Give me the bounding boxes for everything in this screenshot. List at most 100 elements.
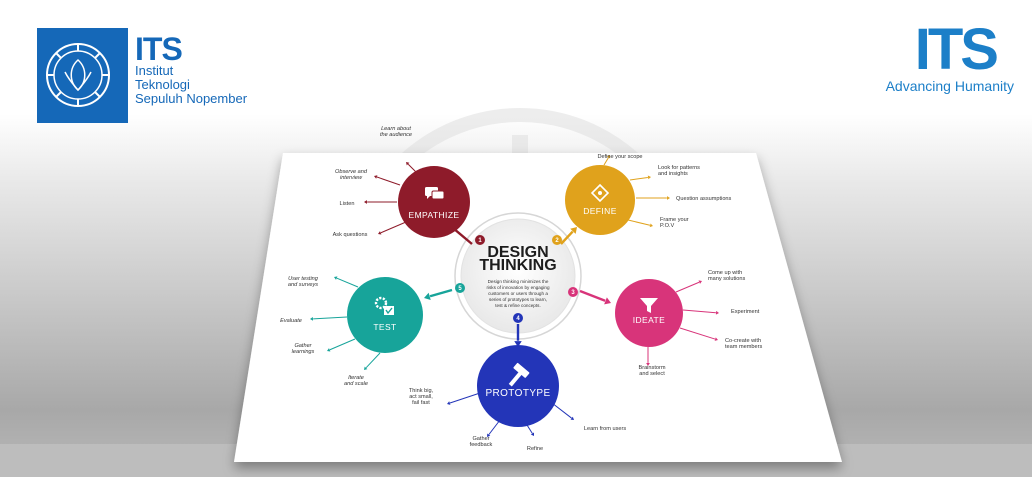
center-body-2: risks of innovation by engaging (486, 285, 550, 290)
seal-emblem-icon (46, 43, 110, 107)
item-arrow-test-0 (334, 276, 359, 288)
logo-line-3: Sepuluh Nopember (135, 91, 248, 106)
gear-checklist-icon (374, 296, 394, 315)
item-arrow-empathize-1 (374, 175, 401, 186)
label-define: DEFINE (583, 206, 617, 216)
item-test-2-line-0: Gather (294, 343, 312, 349)
its-seal-logo (37, 28, 128, 123)
item-test-3-line-1: and scale (344, 381, 368, 387)
its-big-name: ITS (914, 17, 999, 82)
step-number-empathize: 1 (475, 235, 485, 245)
main-arrow-prototype (514, 324, 522, 347)
label-prototype: PROTOTYPE (485, 388, 550, 399)
main-arrow-test (424, 288, 453, 300)
item-define-0-line-0: Define your scope (597, 154, 642, 160)
main-arrow-ideate (579, 289, 611, 305)
circle-ideate (615, 279, 683, 347)
label-empathize: EMPATHIZE (409, 210, 460, 220)
item-test-1-line-0: Evaluate (280, 318, 302, 324)
item-prototype-0-line-1: act small, (409, 394, 433, 400)
step-number-define: 2 (552, 235, 562, 245)
item-arrow-test-3 (364, 352, 381, 370)
item-ideate-1-line-0: Experiment (731, 309, 760, 315)
item-arrow-empathize-3 (378, 221, 407, 235)
logo-line-2: Teknologi (135, 77, 190, 92)
item-define-1-line-1: and insights (658, 171, 688, 177)
item-test-3-line-0: Iterate (348, 375, 364, 381)
item-arrow-define-3 (627, 219, 653, 228)
item-arrow-ideate-3 (646, 347, 650, 366)
item-prototype-1-line-1: feedback (470, 442, 493, 448)
item-empathize-3-line-0: Ask questions (333, 232, 368, 238)
item-test-0-line-0: User testing (288, 276, 319, 282)
its-advancing-logo: ITS Advancing Humanity (868, 17, 1014, 95)
item-arrow-prototype-0 (447, 392, 481, 405)
item-empathize-2-line-0: Listen (340, 201, 355, 207)
item-empathize-1-line-0: Observe and (335, 169, 368, 175)
stage-prototype: 4 PROTOTYPE Think big,act small,fail fast G… (409, 313, 626, 452)
step-number-text: 4 (516, 316, 520, 322)
item-arrow-empathize-2 (364, 200, 397, 204)
item-define-2-line-0: Question assumptions (676, 196, 732, 202)
item-arrow-test-2 (327, 338, 356, 352)
item-test-0-line-1: and surveys (288, 282, 318, 288)
item-prototype-0-line-0: Think big, (409, 388, 434, 394)
item-arrow-define-0 (603, 155, 611, 166)
step-number-ideate: 3 (568, 287, 578, 297)
item-define-3-line-0: Frame your (660, 217, 689, 223)
item-arrow-prototype-3 (551, 402, 574, 420)
item-ideate-0-line-1: many solutions (708, 276, 746, 282)
logo-line-1: Institut (135, 63, 174, 78)
item-prototype-2-line-0: Refine (527, 446, 543, 452)
step-number-test: 5 (455, 283, 465, 293)
center-body-4: series of prototypes to learn, (489, 297, 547, 302)
item-prototype-1-line-0: Gather (472, 436, 489, 442)
item-arrow-prototype-1 (487, 419, 501, 437)
item-define-1-line-0: Look for patterns (658, 165, 700, 171)
diamond-target-icon (590, 183, 610, 203)
item-ideate-0-line-0: Come up with (708, 270, 742, 276)
item-ideate-3-line-1: and select (639, 371, 665, 377)
step-number-text: 5 (458, 286, 462, 292)
item-arrow-ideate-0 (675, 280, 702, 293)
center-hub: DESIGN THINKING Design thinking minimize… (454, 212, 582, 340)
step-number-text: 2 (555, 238, 559, 244)
item-arrow-ideate-2 (679, 327, 718, 341)
item-arrow-define-2 (636, 196, 670, 200)
item-ideate-3-line-0: Brainstorm (638, 365, 665, 371)
item-arrow-test-1 (310, 316, 348, 321)
item-test-2-line-1: learnings (292, 349, 315, 355)
center-title-2: THINKING (479, 257, 556, 274)
funnel-icon (640, 298, 658, 313)
stage-define: 2 DEFINE Define your scope Look for pattern… (552, 154, 732, 245)
item-ideate-2-line-0: Co-create with (725, 338, 761, 344)
step-number-text: 3 (571, 290, 575, 296)
main-arrow-define (560, 227, 577, 245)
item-prototype-3-line-0: Learn from users (584, 426, 626, 432)
circle-prototype (477, 345, 559, 427)
item-arrow-empathize-0 (406, 162, 417, 173)
label-ideate: IDEATE (633, 315, 665, 325)
hammer-icon (508, 362, 530, 387)
center-body-1: Design thinking minimizes the (488, 279, 549, 284)
item-empathize-0-line-0: Learn about (381, 126, 411, 132)
step-number-prototype: 4 (513, 313, 523, 323)
center-title-1: DESIGN (487, 244, 548, 261)
chat-bubbles-icon (425, 187, 445, 200)
item-define-3-line-1: P.O.V (660, 223, 674, 229)
its-name: ITS (135, 31, 183, 67)
item-ideate-2-line-1: team members (725, 344, 763, 350)
tagline: Advancing Humanity (885, 78, 1014, 94)
circle-empathize (398, 166, 470, 238)
item-arrow-prototype-2 (526, 424, 534, 436)
item-empathize-0-line-1: the audience (380, 132, 412, 138)
its-wordmark: ITS Institut Teknologi Sepuluh Nopember (135, 31, 248, 106)
step-number-text: 1 (478, 238, 482, 244)
item-arrow-ideate-1 (682, 309, 719, 315)
item-empathize-1-line-1: interview (340, 175, 363, 181)
item-arrow-define-1 (629, 175, 651, 181)
